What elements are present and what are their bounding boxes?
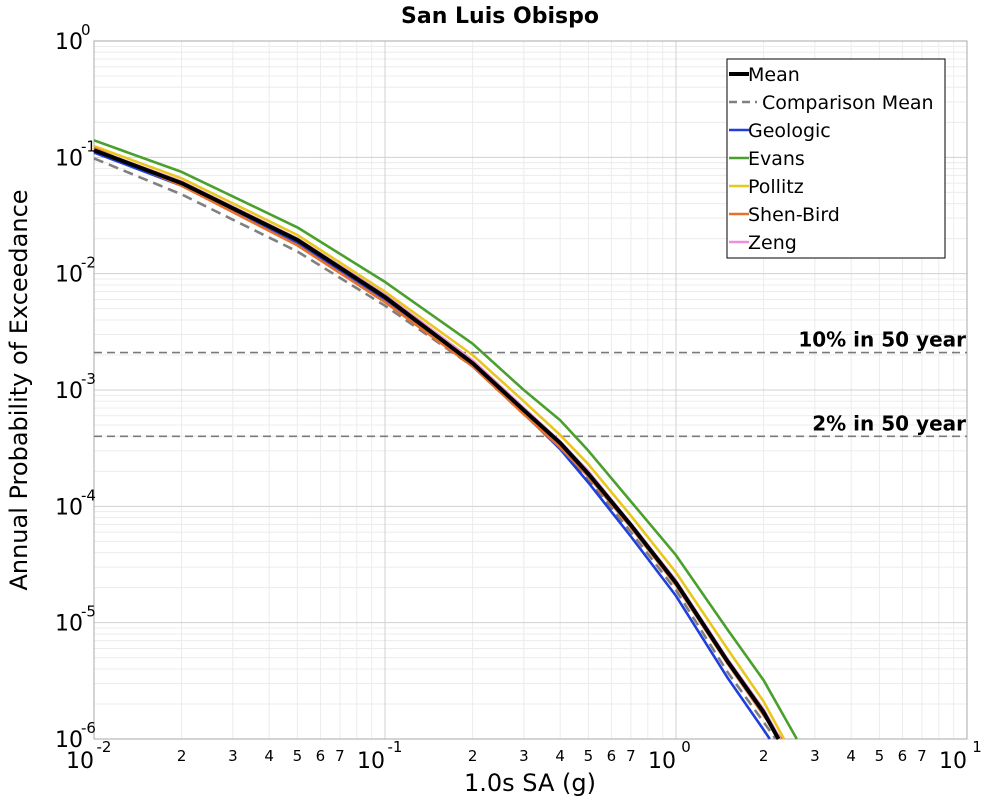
y-tick-label: 10 [55, 146, 83, 171]
y-tick-exponent: -4 [81, 486, 96, 504]
y-tick-exponent: -6 [81, 719, 96, 737]
x-minor-tick-label: 5 [875, 747, 885, 765]
x-tick-exponent: 1 [972, 738, 982, 756]
x-minor-tick-label: 7 [917, 747, 927, 765]
x-tick-label: 10 [66, 749, 94, 774]
x-axis-label: 1.0s SA (g) [464, 769, 596, 797]
x-minor-tick-label: 5 [293, 747, 303, 765]
series-line-pollitz [93, 144, 786, 740]
y-tick-label: 10 [55, 379, 83, 404]
y-tick-exponent: -2 [81, 254, 96, 272]
x-minor-tick-label: 7 [335, 747, 345, 765]
y-tick-exponent: 0 [81, 21, 91, 39]
x-minor-tick-label: 4 [555, 747, 565, 765]
y-tick-label: 10 [55, 30, 83, 55]
reference-line-label: 2% in 50 year [812, 411, 966, 435]
legend-label: Pollitz [748, 176, 804, 198]
x-tick-exponent: -2 [97, 738, 112, 756]
x-minor-tick-label: 4 [264, 747, 274, 765]
y-tick-exponent: -1 [81, 137, 96, 155]
x-minor-tick-label: 2 [759, 747, 769, 765]
x-minor-tick-label: 4 [846, 747, 856, 765]
x-minor-tick-label: 6 [607, 747, 617, 765]
series-line-evans [93, 139, 798, 740]
x-minor-tick-label: 6 [316, 747, 326, 765]
y-tick-label: 10 [55, 612, 83, 637]
y-tick-label: 10 [55, 495, 83, 520]
plot-frame [93, 40, 968, 740]
x-tick-exponent: 0 [681, 738, 691, 756]
legend-label: Mean [748, 64, 800, 86]
legend-items: Mean Comparison Mean Geologic Evans Pollitz S… [729, 64, 934, 254]
series-lines [93, 139, 798, 740]
x-minor-tick-label: 6 [898, 747, 908, 765]
legend-label: Geologic [748, 120, 831, 142]
legend-box [726, 58, 946, 259]
x-minor-tick-label: 3 [519, 747, 529, 765]
reference-labels: 10% in 50 year 2% in 50 year [798, 328, 966, 436]
x-minor-tick-label: 2 [177, 747, 187, 765]
x-tick-label: 10 [357, 749, 385, 774]
chart-title: San Luis Obispo [401, 4, 599, 29]
x-minor-tick-label: 3 [228, 747, 238, 765]
y-tick-label: 10 [55, 728, 83, 753]
legend: Mean Comparison Mean Geologic Evans Pollitz S… [726, 58, 946, 259]
legend-label: Shen-Bird [748, 204, 840, 226]
x-minor-tick-label: 5 [584, 747, 594, 765]
x-tick-exponent: -1 [388, 738, 403, 756]
legend-label: Zeng [748, 232, 797, 254]
y-tick-label: 10 [55, 263, 83, 288]
legend-label: Evans [748, 148, 805, 170]
legend-label: Comparison Mean [762, 92, 934, 114]
x-minor-tick-label: 2 [468, 747, 478, 765]
y-tick-exponent: -5 [81, 603, 96, 621]
y-axis-label: Annual Probability of Exceedance [5, 189, 33, 590]
x-minor-tick-label: 7 [626, 747, 636, 765]
x-tick-label: 10 [648, 749, 676, 774]
y-tick-exponent: -3 [81, 370, 96, 388]
x-tick-label: 10 [939, 749, 967, 774]
reference-lines [94, 351, 967, 438]
series-line-mean [93, 148, 781, 740]
x-minor-tick-label: 3 [810, 747, 820, 765]
reference-line-label: 10% in 50 year [798, 328, 966, 352]
